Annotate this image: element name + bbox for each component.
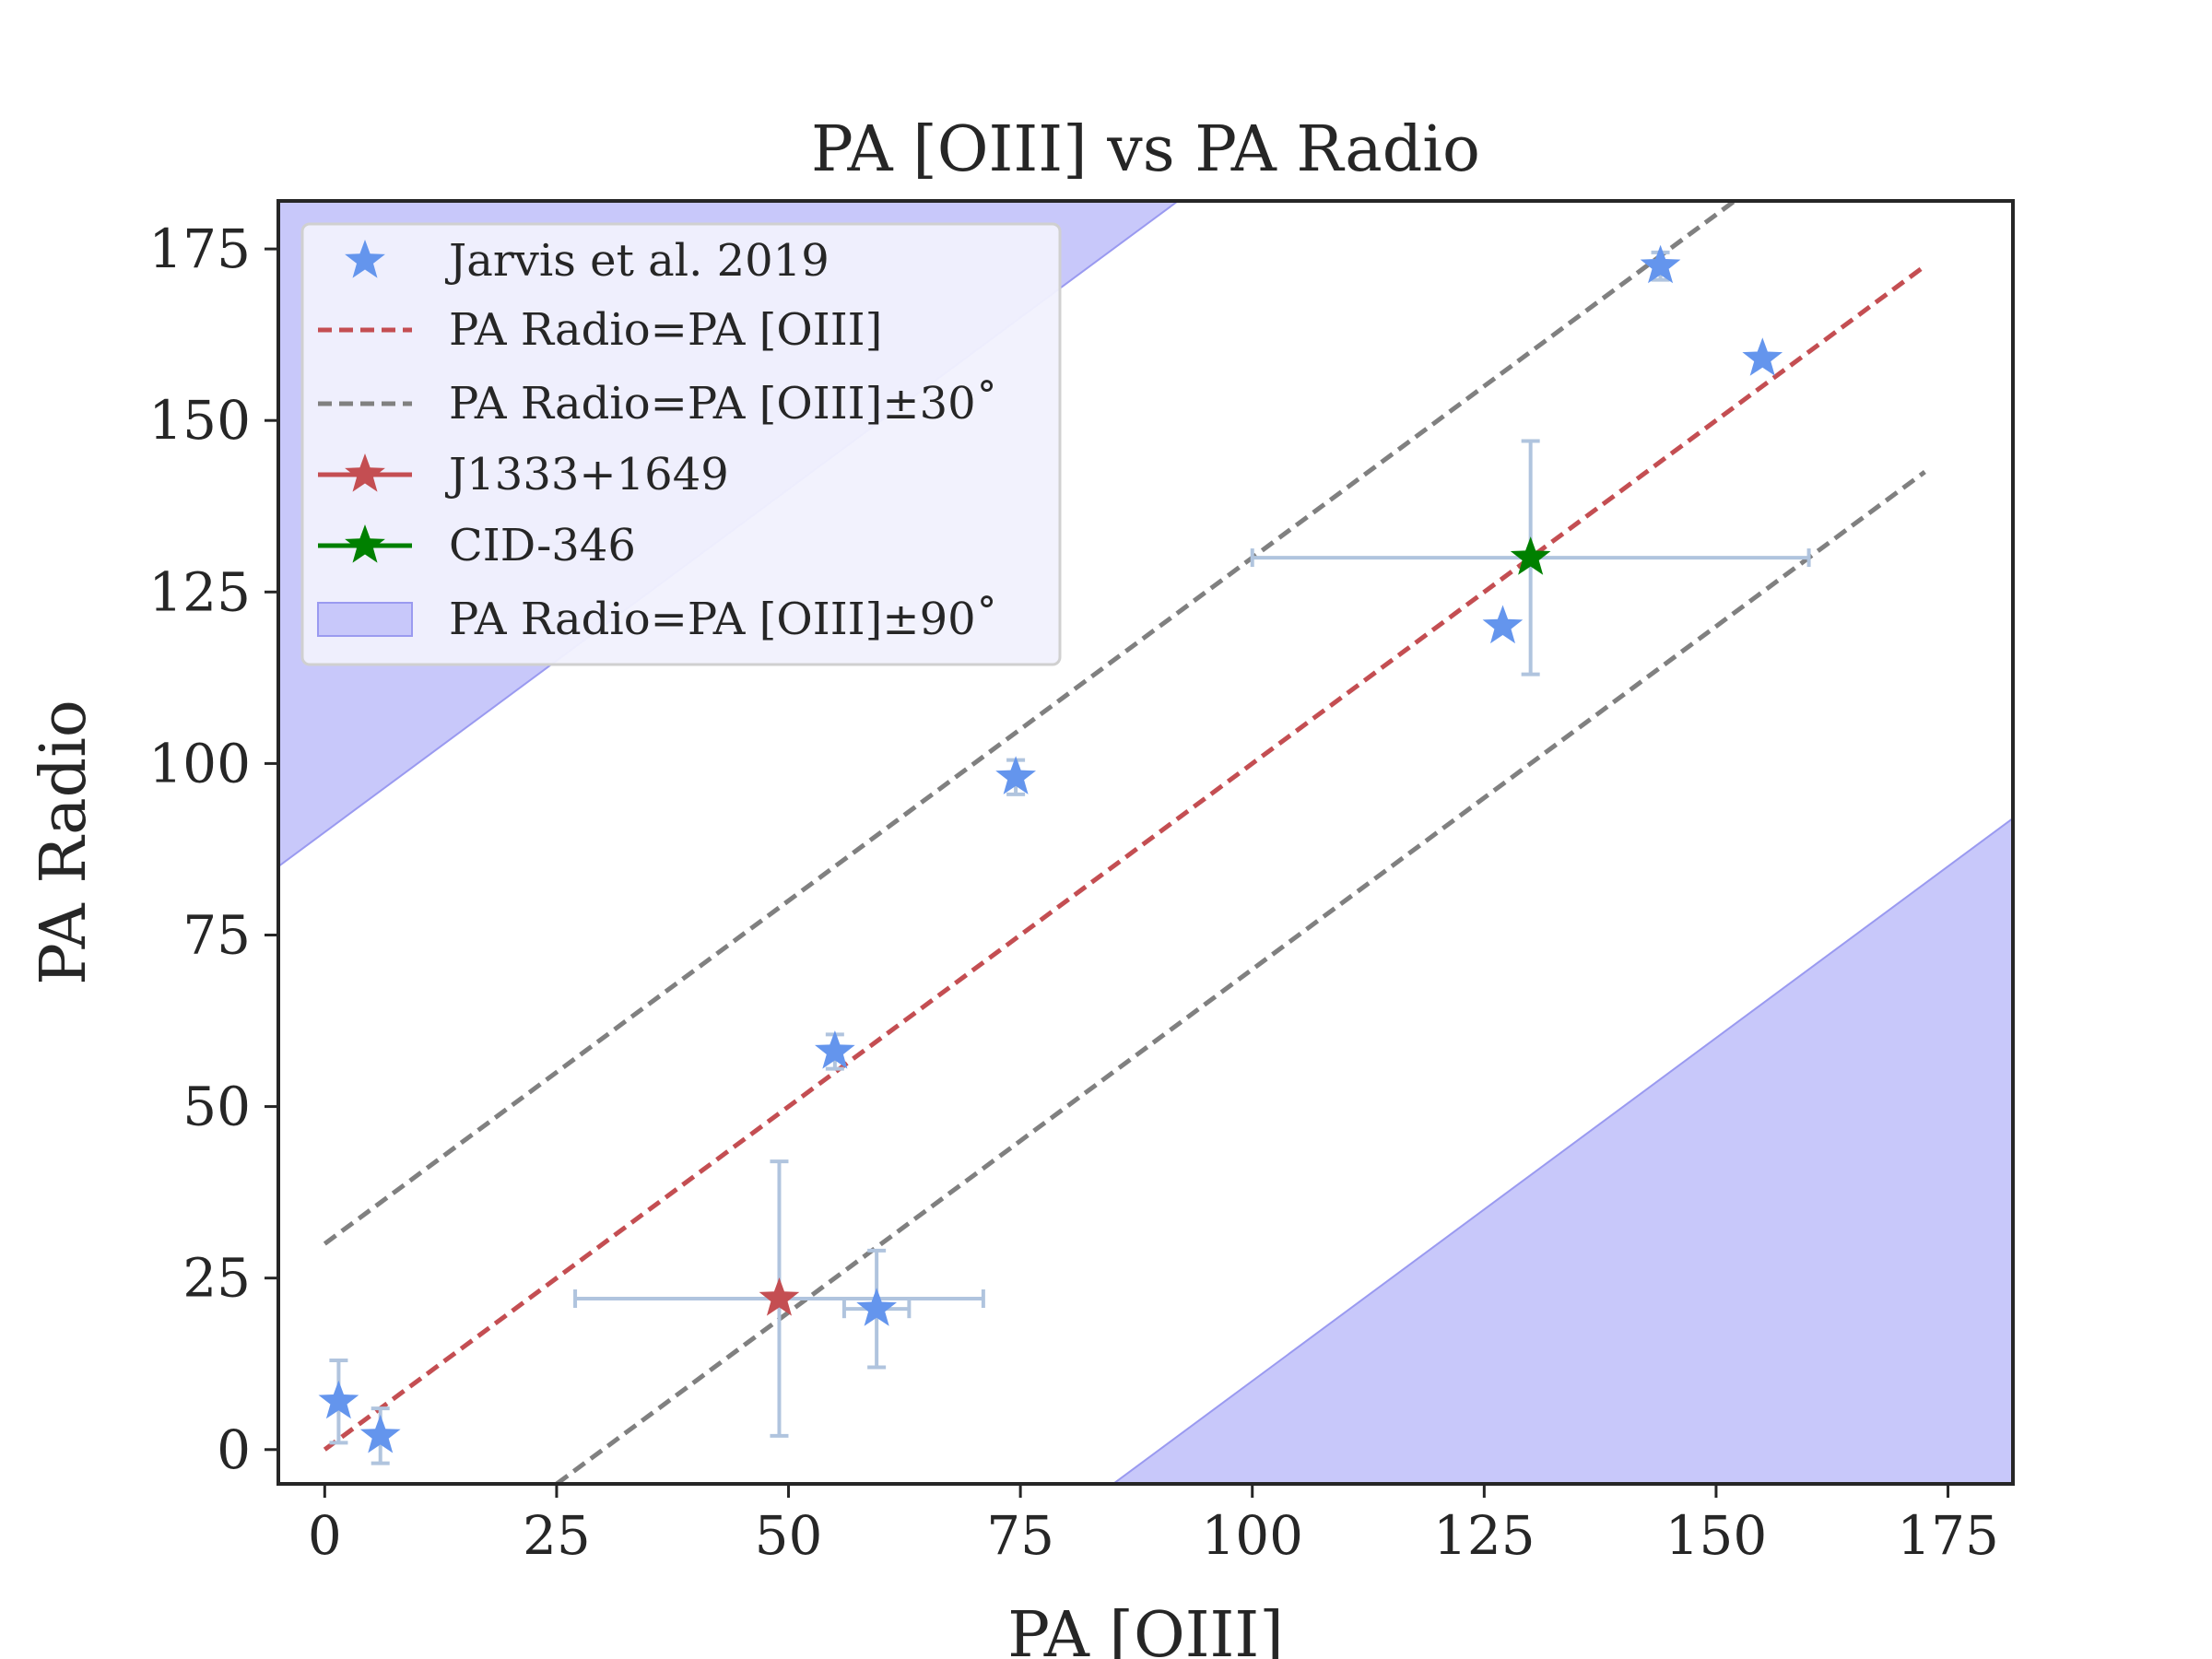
jarvis-point-1: [359, 1414, 401, 1453]
x-tick-label: 75: [986, 1504, 1054, 1567]
jarvis-point-3: [856, 1288, 897, 1326]
x-tick-label: 100: [1201, 1504, 1303, 1567]
y-tick-label: 25: [182, 1247, 251, 1310]
x-tick-label: 175: [1897, 1504, 1999, 1567]
y-tick-label: 75: [182, 903, 251, 966]
j1333-point-0: [759, 1277, 800, 1316]
legend-item-identity: PA Radio=PA [OIII]: [318, 304, 882, 356]
cid346-point-0: [1510, 536, 1551, 575]
fill-region-lower: [1112, 817, 2013, 1484]
offset-line-plus-30: [323, 201, 1736, 1246]
legend: Jarvis et al. 2019 PA Radio=PA [OIII] PA…: [300, 222, 1062, 666]
y-tick-label: 125: [148, 560, 251, 623]
y-axis-label: PA Radio: [28, 700, 100, 985]
x-tick-label: 0: [308, 1504, 342, 1567]
jarvis-point-5: [1482, 605, 1524, 644]
jarvis-point-6: [1640, 244, 1681, 284]
legend-item-j1333: J1333+1649: [318, 449, 729, 500]
legend-label-offset: PA Radio=PA [OIII]±30˚: [449, 378, 998, 429]
y-tick-label: 0: [217, 1418, 251, 1481]
legend-item-cid346: CID-346: [318, 520, 636, 571]
jarvis-point-2: [815, 1030, 855, 1069]
y-tick-label: 50: [182, 1076, 251, 1138]
identity-line: [323, 264, 1926, 1452]
legend-item-offset: PA Radio=PA [OIII]±30˚: [318, 378, 998, 429]
jarvis-point-4: [995, 756, 1036, 794]
jarvis-point-7: [1742, 337, 1783, 376]
legend-label-identity: PA Radio=PA [OIII]: [449, 304, 882, 356]
legend-item-band: PA Radio=PA [OIII]±90˚: [317, 594, 998, 645]
legend-swatch-cid346-star: [345, 524, 385, 563]
plot-frame: [276, 199, 2015, 1486]
legend-label-band: PA Radio=PA [OIII]±90˚: [449, 594, 998, 645]
legend-label-jarvis: Jarvis et al. 2019: [444, 235, 830, 287]
legend-label-j1333: J1333+1649: [444, 449, 729, 500]
y-tick-label: 100: [148, 732, 251, 794]
x-tick-label: 25: [523, 1504, 591, 1567]
jarvis-point-0: [318, 1380, 359, 1419]
y-tick-label: 175: [148, 218, 251, 280]
legend-swatch-band: [317, 602, 413, 637]
legend-label-cid346: CID-346: [449, 520, 636, 571]
x-tick-label: 50: [755, 1504, 823, 1567]
legend-box: [300, 222, 1062, 666]
y-tick-label: 150: [148, 389, 251, 452]
x-tick-label: 125: [1433, 1504, 1535, 1567]
offset-line-minus-30: [555, 470, 1926, 1484]
chart-title: PA [OIII] vs PA Radio: [811, 113, 1480, 186]
x-axis-label: PA [OIII]: [1007, 1599, 1284, 1659]
legend-swatch-j1333-star: [345, 453, 385, 492]
legend-swatch-jarvis: [345, 240, 385, 278]
x-tick-label: 150: [1665, 1504, 1768, 1567]
legend-item-jarvis: Jarvis et al. 2019: [345, 235, 830, 287]
